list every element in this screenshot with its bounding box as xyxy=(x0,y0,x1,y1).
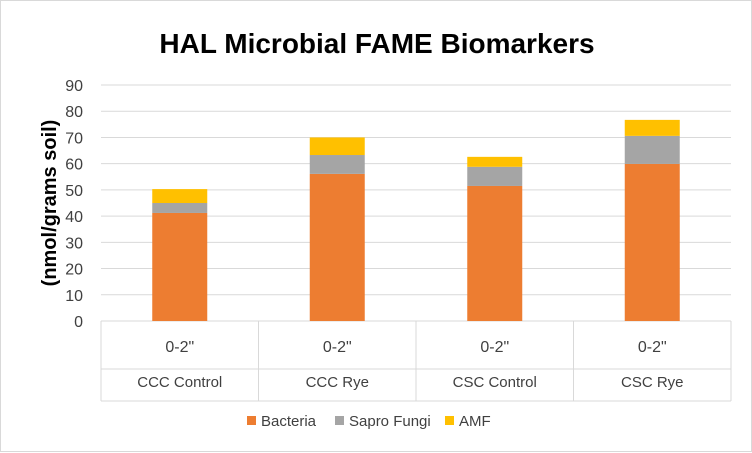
bar-sapro-fungi xyxy=(467,166,523,186)
y-tick-label: 0 xyxy=(74,314,83,331)
y-tick-label: 10 xyxy=(65,288,83,305)
y-tick-label: 90 xyxy=(65,78,83,95)
chart-title: HAL Microbial FAME Biomarkers xyxy=(159,28,594,59)
y-axis-label: (nmol/grams soil) xyxy=(39,120,61,287)
x-category-label: CSC Control xyxy=(453,374,537,391)
bar-bacteria xyxy=(309,173,365,321)
x-subcategory-label: 0-2" xyxy=(638,339,667,356)
y-tick-label: 60 xyxy=(65,157,83,174)
y-tick-label: 50 xyxy=(65,183,83,200)
bar-bacteria xyxy=(624,163,680,321)
bar-bacteria xyxy=(467,185,523,321)
y-tick-label: 20 xyxy=(65,262,83,279)
bar-sapro-fungi xyxy=(309,155,365,174)
x-category-label: CCC Rye xyxy=(306,374,369,391)
y-tick-label: 70 xyxy=(65,130,83,147)
legend-swatch xyxy=(445,416,454,425)
bar-amf xyxy=(467,156,523,167)
legend-swatch xyxy=(247,416,256,425)
bar-amf xyxy=(309,137,365,156)
x-subcategory-label: 0-2" xyxy=(323,339,352,356)
bar-bacteria xyxy=(152,212,208,321)
y-tick-label: 40 xyxy=(65,209,83,226)
x-subcategory-label: 0-2" xyxy=(480,339,509,356)
x-category-label: CCC Control xyxy=(137,374,222,391)
bar-amf xyxy=(152,189,208,203)
legend-label: AMF xyxy=(459,413,491,430)
legend-swatch xyxy=(335,416,344,425)
legend-label: Bacteria xyxy=(261,413,317,430)
y-tick-label: 30 xyxy=(65,235,83,252)
legend-label: Sapro Fungi xyxy=(349,413,431,430)
x-category-label: CSC Rye xyxy=(621,374,684,391)
x-subcategory-label: 0-2" xyxy=(165,339,194,356)
bar-sapro-fungi xyxy=(624,135,680,164)
bar-amf xyxy=(624,119,680,136)
y-tick-label: 80 xyxy=(65,104,83,121)
bar-sapro-fungi xyxy=(152,203,208,213)
